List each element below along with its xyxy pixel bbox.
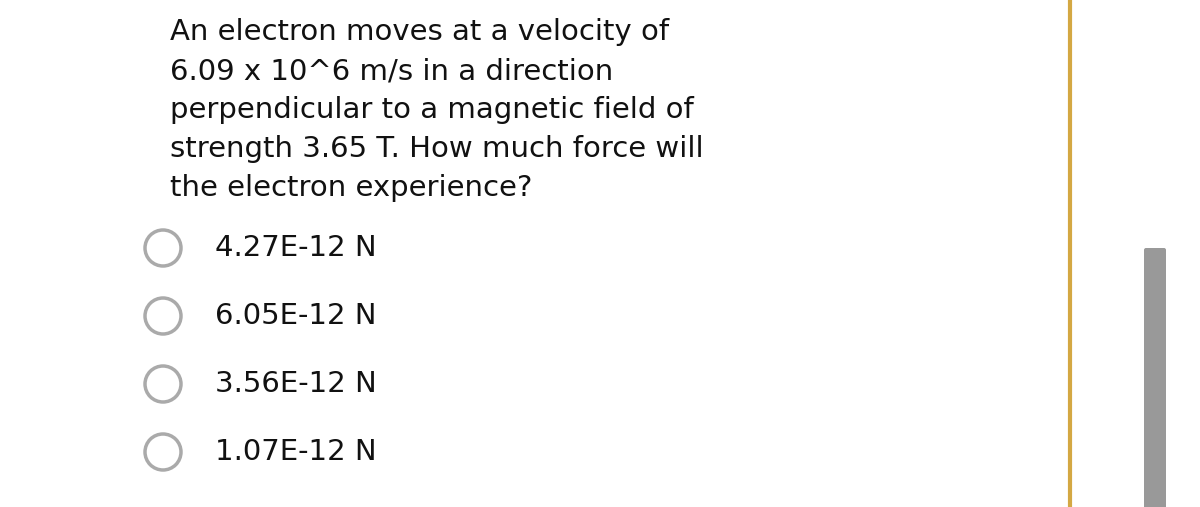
Text: 4.27E-12 N: 4.27E-12 N xyxy=(215,234,377,262)
Text: An electron moves at a velocity of
6.09 x 10^6 m/s in a direction
perpendicular : An electron moves at a velocity of 6.09 … xyxy=(170,18,703,202)
FancyBboxPatch shape xyxy=(1144,248,1166,507)
Text: 3.56E-12 N: 3.56E-12 N xyxy=(215,370,377,398)
Text: 6.05E-12 N: 6.05E-12 N xyxy=(215,302,377,330)
Text: 1.07E-12 N: 1.07E-12 N xyxy=(215,438,377,466)
